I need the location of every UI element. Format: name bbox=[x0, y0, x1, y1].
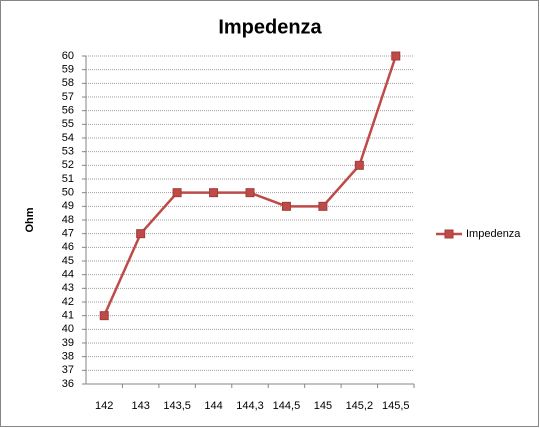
x-tick-label: 143 bbox=[131, 400, 149, 412]
chart-title: Impedenza bbox=[218, 16, 322, 38]
marker bbox=[172, 188, 182, 198]
x-tick-label: 145,2 bbox=[346, 400, 374, 412]
y-tick-label: 60 bbox=[62, 50, 74, 62]
y-tick-label: 38 bbox=[62, 351, 74, 363]
y-tick-label: 48 bbox=[62, 214, 74, 226]
marker bbox=[354, 160, 364, 170]
marker bbox=[99, 311, 109, 321]
x-tick-label: 145 bbox=[314, 400, 332, 412]
y-tick-label: 42 bbox=[62, 296, 74, 308]
y-tick-label: 58 bbox=[62, 77, 74, 89]
y-tick-label: 57 bbox=[62, 91, 74, 103]
y-tick-label: 59 bbox=[62, 64, 74, 76]
y-tick-label: 54 bbox=[62, 132, 74, 144]
x-tick-label: 144,5 bbox=[273, 400, 301, 412]
y-tick-label: 50 bbox=[62, 187, 74, 199]
y-tick-label: 47 bbox=[62, 228, 74, 240]
marker bbox=[391, 51, 401, 61]
x-tick-label: 143,5 bbox=[163, 400, 191, 412]
y-tick-label: 46 bbox=[62, 241, 74, 253]
y-tick-label: 51 bbox=[62, 173, 74, 185]
x-tick-label: 144 bbox=[204, 400, 222, 412]
x-tick-label: 145,5 bbox=[382, 400, 410, 412]
y-tick-label: 39 bbox=[62, 337, 74, 349]
marker bbox=[136, 229, 146, 239]
x-tick-label: 144,3 bbox=[236, 400, 264, 412]
legend-marker bbox=[444, 229, 454, 239]
marker bbox=[281, 201, 291, 211]
y-tick-label: 36 bbox=[62, 378, 74, 390]
y-tick-label: 45 bbox=[62, 255, 74, 267]
x-tick-label: 142 bbox=[95, 400, 113, 412]
marker bbox=[209, 188, 219, 198]
marker bbox=[245, 188, 255, 198]
y-tick-label: 55 bbox=[62, 118, 74, 130]
marker bbox=[318, 201, 328, 211]
y-tick-label: 49 bbox=[62, 200, 74, 212]
y-tick-label: 53 bbox=[62, 146, 74, 158]
y-tick-label: 43 bbox=[62, 282, 74, 294]
y-axis-label: Ohm bbox=[24, 207, 36, 232]
y-tick-label: 37 bbox=[62, 364, 74, 376]
y-tick-label: 44 bbox=[62, 269, 74, 281]
y-tick-label: 56 bbox=[62, 105, 74, 117]
y-tick-label: 40 bbox=[62, 323, 74, 335]
y-tick-label: 52 bbox=[62, 159, 74, 171]
legend-label: Impedenza bbox=[466, 228, 521, 240]
y-tick-label: 41 bbox=[62, 310, 74, 322]
